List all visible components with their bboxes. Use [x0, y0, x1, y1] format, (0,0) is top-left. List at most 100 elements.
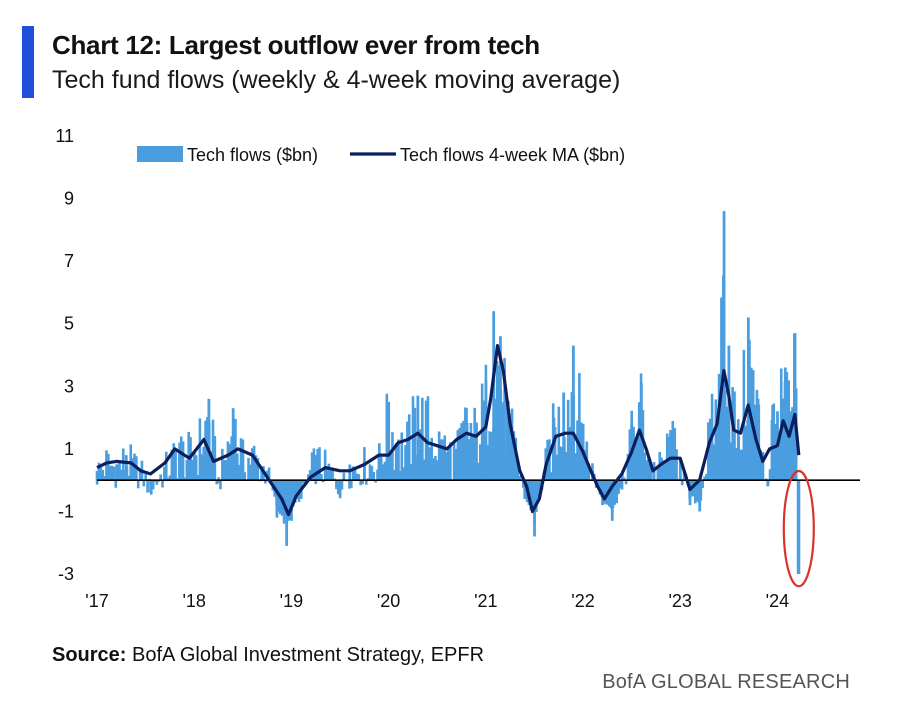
flow-bar-peak [727, 345, 731, 481]
flow-bar [574, 453, 577, 481]
flow-bar [738, 449, 742, 481]
y-tick-label: 1 [64, 439, 74, 459]
flow-bar [729, 442, 733, 481]
flow-bar [204, 420, 207, 481]
flow-bar [107, 453, 110, 481]
flow-bar [327, 463, 331, 481]
flow-bar-peak [416, 395, 420, 481]
flow-bar [647, 456, 650, 481]
flow-bar [436, 460, 439, 481]
flow-bar [443, 435, 447, 481]
flow-bar [576, 420, 579, 481]
flow-bar-peak [649, 467, 653, 481]
flow-bar [348, 480, 351, 489]
flow-bar [114, 480, 118, 488]
flow-bar [307, 474, 310, 481]
flow-bar [735, 448, 738, 481]
flow-bar [144, 474, 147, 481]
flow-bar [434, 455, 437, 481]
flow-bar [521, 480, 525, 488]
flow-bar-peak [455, 448, 459, 481]
flow-bar [422, 459, 426, 481]
flow-bar [161, 480, 164, 488]
flow-bar-peak [722, 211, 726, 481]
y-tick-label: 11 [55, 126, 74, 146]
flow-bar [471, 434, 475, 481]
flow-bar [778, 431, 781, 481]
source-label: Source: [52, 644, 127, 666]
flow-bar [267, 467, 271, 481]
flow-bar [636, 438, 639, 481]
source-text: BofA Global Investment Strategy, EPFR [132, 644, 485, 666]
y-tick-label: 7 [64, 251, 74, 271]
flow-bar [733, 391, 736, 481]
flow-bar-peak [207, 398, 211, 481]
flow-bar-peak [761, 451, 765, 481]
flow-bar-peak [105, 458, 109, 481]
flow-bar [176, 478, 179, 481]
title-accent-bar [22, 26, 34, 98]
flow-bar [370, 465, 374, 481]
flow-bar [366, 478, 370, 481]
flow-bar [621, 473, 624, 481]
flow-bar [680, 480, 684, 486]
flow-bar [355, 473, 359, 481]
flow-bar [249, 464, 252, 481]
flow-bar [557, 406, 561, 481]
flow-bar [127, 475, 131, 481]
x-tick-label: '19 [280, 591, 303, 611]
flow-bar [501, 402, 505, 481]
flow-bar [168, 475, 172, 481]
x-tick-label: '20 [377, 591, 400, 611]
flow-bar [335, 480, 338, 490]
flow-bar [351, 466, 355, 481]
flow-bar [467, 439, 471, 481]
flow-bar [374, 480, 377, 483]
flow-bar [256, 457, 260, 481]
flow-bar [510, 408, 514, 481]
flow-bar [101, 469, 105, 481]
flow-bar [437, 431, 441, 481]
flow-bar [185, 459, 189, 481]
x-tick-label: '22 [571, 591, 594, 611]
flow-bar [624, 480, 628, 485]
flow-bar [174, 450, 177, 481]
flow-bar [159, 474, 162, 481]
flow-bar-peak [746, 317, 750, 481]
flow-bar [99, 467, 103, 481]
flow-bar-peak [363, 461, 366, 481]
flow-bar [228, 444, 232, 481]
flow-bar [191, 459, 194, 481]
flow-bar [357, 474, 361, 481]
flow-bar [211, 419, 215, 481]
flow-bar [462, 420, 465, 481]
flow-bar [293, 480, 297, 503]
flow-bar-peak [217, 480, 220, 484]
flow-bar [318, 447, 321, 481]
flow-bar-peak [139, 470, 143, 481]
flow-bar [768, 469, 772, 481]
flow-bar [632, 426, 635, 481]
flow-bar [693, 480, 697, 504]
flow-bar-peak [562, 392, 566, 481]
flow-bar [226, 441, 230, 481]
flow-bar-peak [474, 423, 478, 481]
flow-bar-peak [659, 464, 663, 481]
flow-bar [389, 453, 392, 481]
flow-bar [701, 480, 705, 488]
flow-bar [626, 453, 630, 481]
flow-bar-peak [513, 442, 517, 481]
flow-bar [103, 476, 106, 481]
flow-bar [288, 480, 291, 521]
flow-bar-peak [492, 311, 496, 481]
flow-bar [432, 458, 435, 481]
flow-bar [196, 475, 200, 481]
flow-bar [570, 391, 574, 481]
flow-bar [712, 444, 716, 481]
chart-title: Chart 12: Largest outflow ever from tech [52, 30, 540, 60]
flow-bar [372, 472, 376, 481]
flow-bar [615, 480, 619, 504]
flow-bar [136, 480, 140, 489]
x-tick-label: '17 [85, 591, 108, 611]
flow-bar [419, 429, 422, 481]
